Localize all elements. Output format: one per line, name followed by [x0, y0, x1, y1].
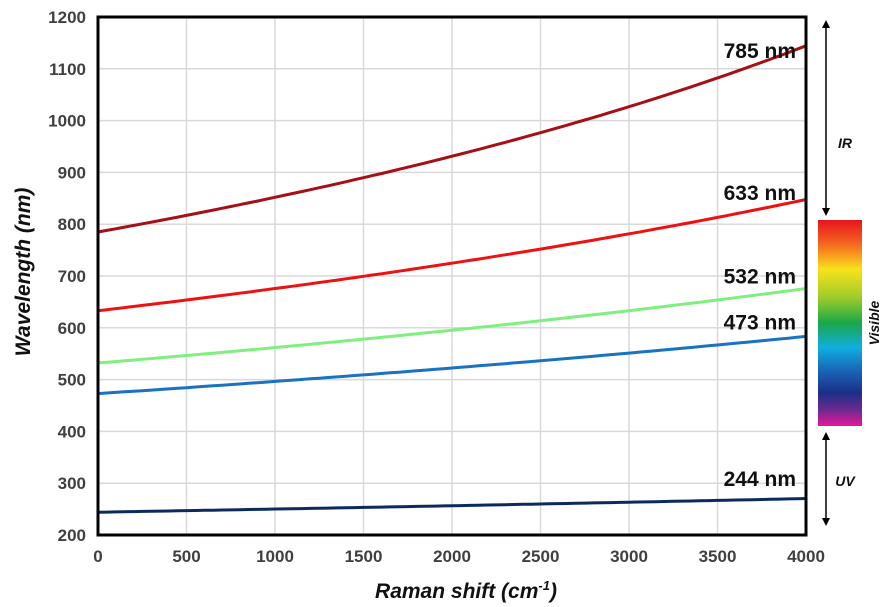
visible-spectrum-bar	[818, 220, 862, 426]
series-label-473: 473 nm	[724, 311, 796, 334]
series-line-532	[97, 287, 807, 365]
y-tick-label: 400	[58, 422, 86, 441]
x-tick-label: 1000	[256, 547, 294, 566]
x-tick-label: 3500	[699, 547, 737, 566]
series-lines	[97, 44, 807, 514]
y-tick-label: 500	[58, 371, 86, 390]
x-axis-title: Raman shift (cm-1)	[375, 578, 557, 603]
series-line-785	[97, 44, 807, 234]
y-tick-label: 1200	[48, 8, 86, 27]
grid-lines	[97, 16, 807, 536]
plot-frame	[96, 15, 808, 537]
y-tick-label: 300	[58, 474, 86, 493]
x-tick-label: 500	[172, 547, 200, 566]
x-axis-title-superscript: -1	[538, 578, 550, 593]
y-tick-label: 900	[58, 163, 86, 182]
series-line-244	[97, 497, 807, 514]
x-axis-title-end: )	[548, 580, 557, 603]
y-tick-label: 800	[58, 215, 86, 234]
series-label-532: 532 nm	[724, 266, 796, 289]
ir-band-label: IR	[838, 135, 853, 151]
series-line-473	[97, 334, 807, 396]
x-tick-label: 0	[93, 547, 102, 566]
y-axis-title: Wavelength (nm)	[12, 188, 35, 357]
y-tick-labels: 200 300 400 500 600 700 800 900 1000 1100 1200	[48, 8, 86, 545]
x-tick-label: 2500	[522, 547, 560, 566]
series-label-244: 244 nm	[724, 468, 796, 491]
y-tick-label: 1100	[49, 60, 86, 79]
visible-band-label: Visible	[866, 300, 882, 345]
series-label-633: 633 nm	[724, 182, 796, 205]
x-tick-label: 3000	[610, 547, 648, 566]
x-tick-label: 2000	[433, 547, 471, 566]
x-axis-title-main: Raman shift (cm	[375, 580, 538, 603]
series-line-633	[97, 198, 807, 313]
uv-band-label: UV	[835, 473, 856, 489]
x-tick-label: 1500	[345, 547, 383, 566]
y-tick-label: 700	[58, 267, 86, 286]
series-labels: 785 nm 633 nm 532 nm 473 nm 244 nm	[724, 40, 796, 491]
x-tick-label: 4000	[787, 547, 825, 566]
x-tick-labels: 0 500 1000 1500 2000 2500 3000 3500 4000	[93, 547, 825, 566]
series-label-785: 785 nm	[724, 40, 796, 63]
y-tick-label: 200	[58, 526, 86, 545]
y-tick-label: 1000	[48, 112, 86, 131]
y-tick-label: 600	[58, 319, 86, 338]
